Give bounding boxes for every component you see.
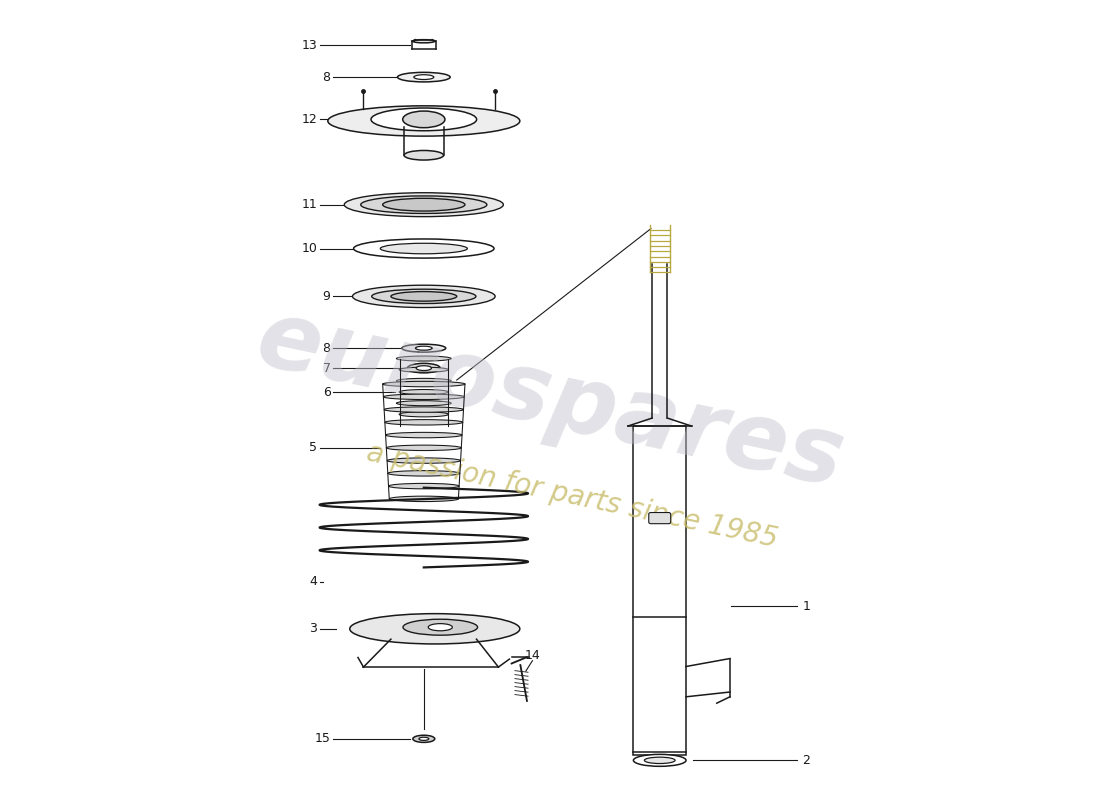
Ellipse shape	[361, 196, 487, 214]
Ellipse shape	[387, 458, 461, 463]
Ellipse shape	[384, 407, 463, 412]
Ellipse shape	[389, 496, 459, 502]
Ellipse shape	[385, 420, 463, 425]
Ellipse shape	[634, 754, 686, 766]
Ellipse shape	[399, 367, 449, 372]
Ellipse shape	[396, 378, 451, 383]
Text: 12: 12	[301, 113, 318, 126]
Text: 5: 5	[309, 442, 318, 454]
Ellipse shape	[372, 289, 476, 303]
Ellipse shape	[381, 243, 468, 254]
Ellipse shape	[383, 198, 465, 211]
Ellipse shape	[399, 390, 449, 394]
Ellipse shape	[397, 72, 450, 82]
Text: 8: 8	[322, 342, 331, 354]
Ellipse shape	[396, 356, 451, 361]
Ellipse shape	[414, 74, 433, 79]
Ellipse shape	[388, 483, 459, 489]
Ellipse shape	[371, 108, 476, 130]
Text: 3: 3	[309, 622, 318, 635]
Text: 14: 14	[525, 649, 540, 662]
Bar	[634, 426, 686, 754]
Ellipse shape	[416, 366, 431, 370]
Ellipse shape	[428, 624, 452, 630]
Ellipse shape	[403, 111, 444, 128]
Ellipse shape	[386, 432, 462, 438]
Text: a passion for parts since 1985: a passion for parts since 1985	[364, 438, 780, 553]
Text: 8: 8	[322, 70, 331, 84]
Ellipse shape	[350, 614, 520, 644]
Ellipse shape	[403, 619, 477, 635]
Ellipse shape	[396, 401, 451, 406]
Text: 10: 10	[301, 242, 318, 255]
FancyBboxPatch shape	[649, 513, 671, 524]
Text: 13: 13	[301, 38, 318, 52]
Ellipse shape	[402, 344, 446, 352]
Ellipse shape	[407, 363, 440, 373]
Text: 4: 4	[309, 575, 318, 588]
Ellipse shape	[344, 193, 504, 217]
Text: 15: 15	[315, 732, 331, 746]
Text: 11: 11	[301, 198, 318, 211]
Ellipse shape	[388, 470, 460, 476]
Text: 7: 7	[322, 362, 331, 374]
Ellipse shape	[416, 346, 432, 350]
Ellipse shape	[390, 291, 456, 301]
Ellipse shape	[645, 757, 675, 763]
Text: 6: 6	[322, 386, 331, 398]
Text: 1: 1	[802, 600, 811, 613]
Ellipse shape	[384, 394, 464, 399]
Text: 2: 2	[802, 754, 811, 767]
Text: eurospares: eurospares	[249, 293, 851, 507]
Ellipse shape	[412, 735, 434, 742]
Text: 9: 9	[322, 290, 331, 303]
Ellipse shape	[386, 445, 461, 450]
Ellipse shape	[419, 738, 429, 741]
Ellipse shape	[412, 40, 434, 43]
Ellipse shape	[404, 150, 443, 160]
Ellipse shape	[352, 285, 495, 307]
Ellipse shape	[328, 106, 520, 136]
Ellipse shape	[399, 412, 449, 417]
Ellipse shape	[353, 239, 494, 258]
Ellipse shape	[383, 382, 465, 386]
